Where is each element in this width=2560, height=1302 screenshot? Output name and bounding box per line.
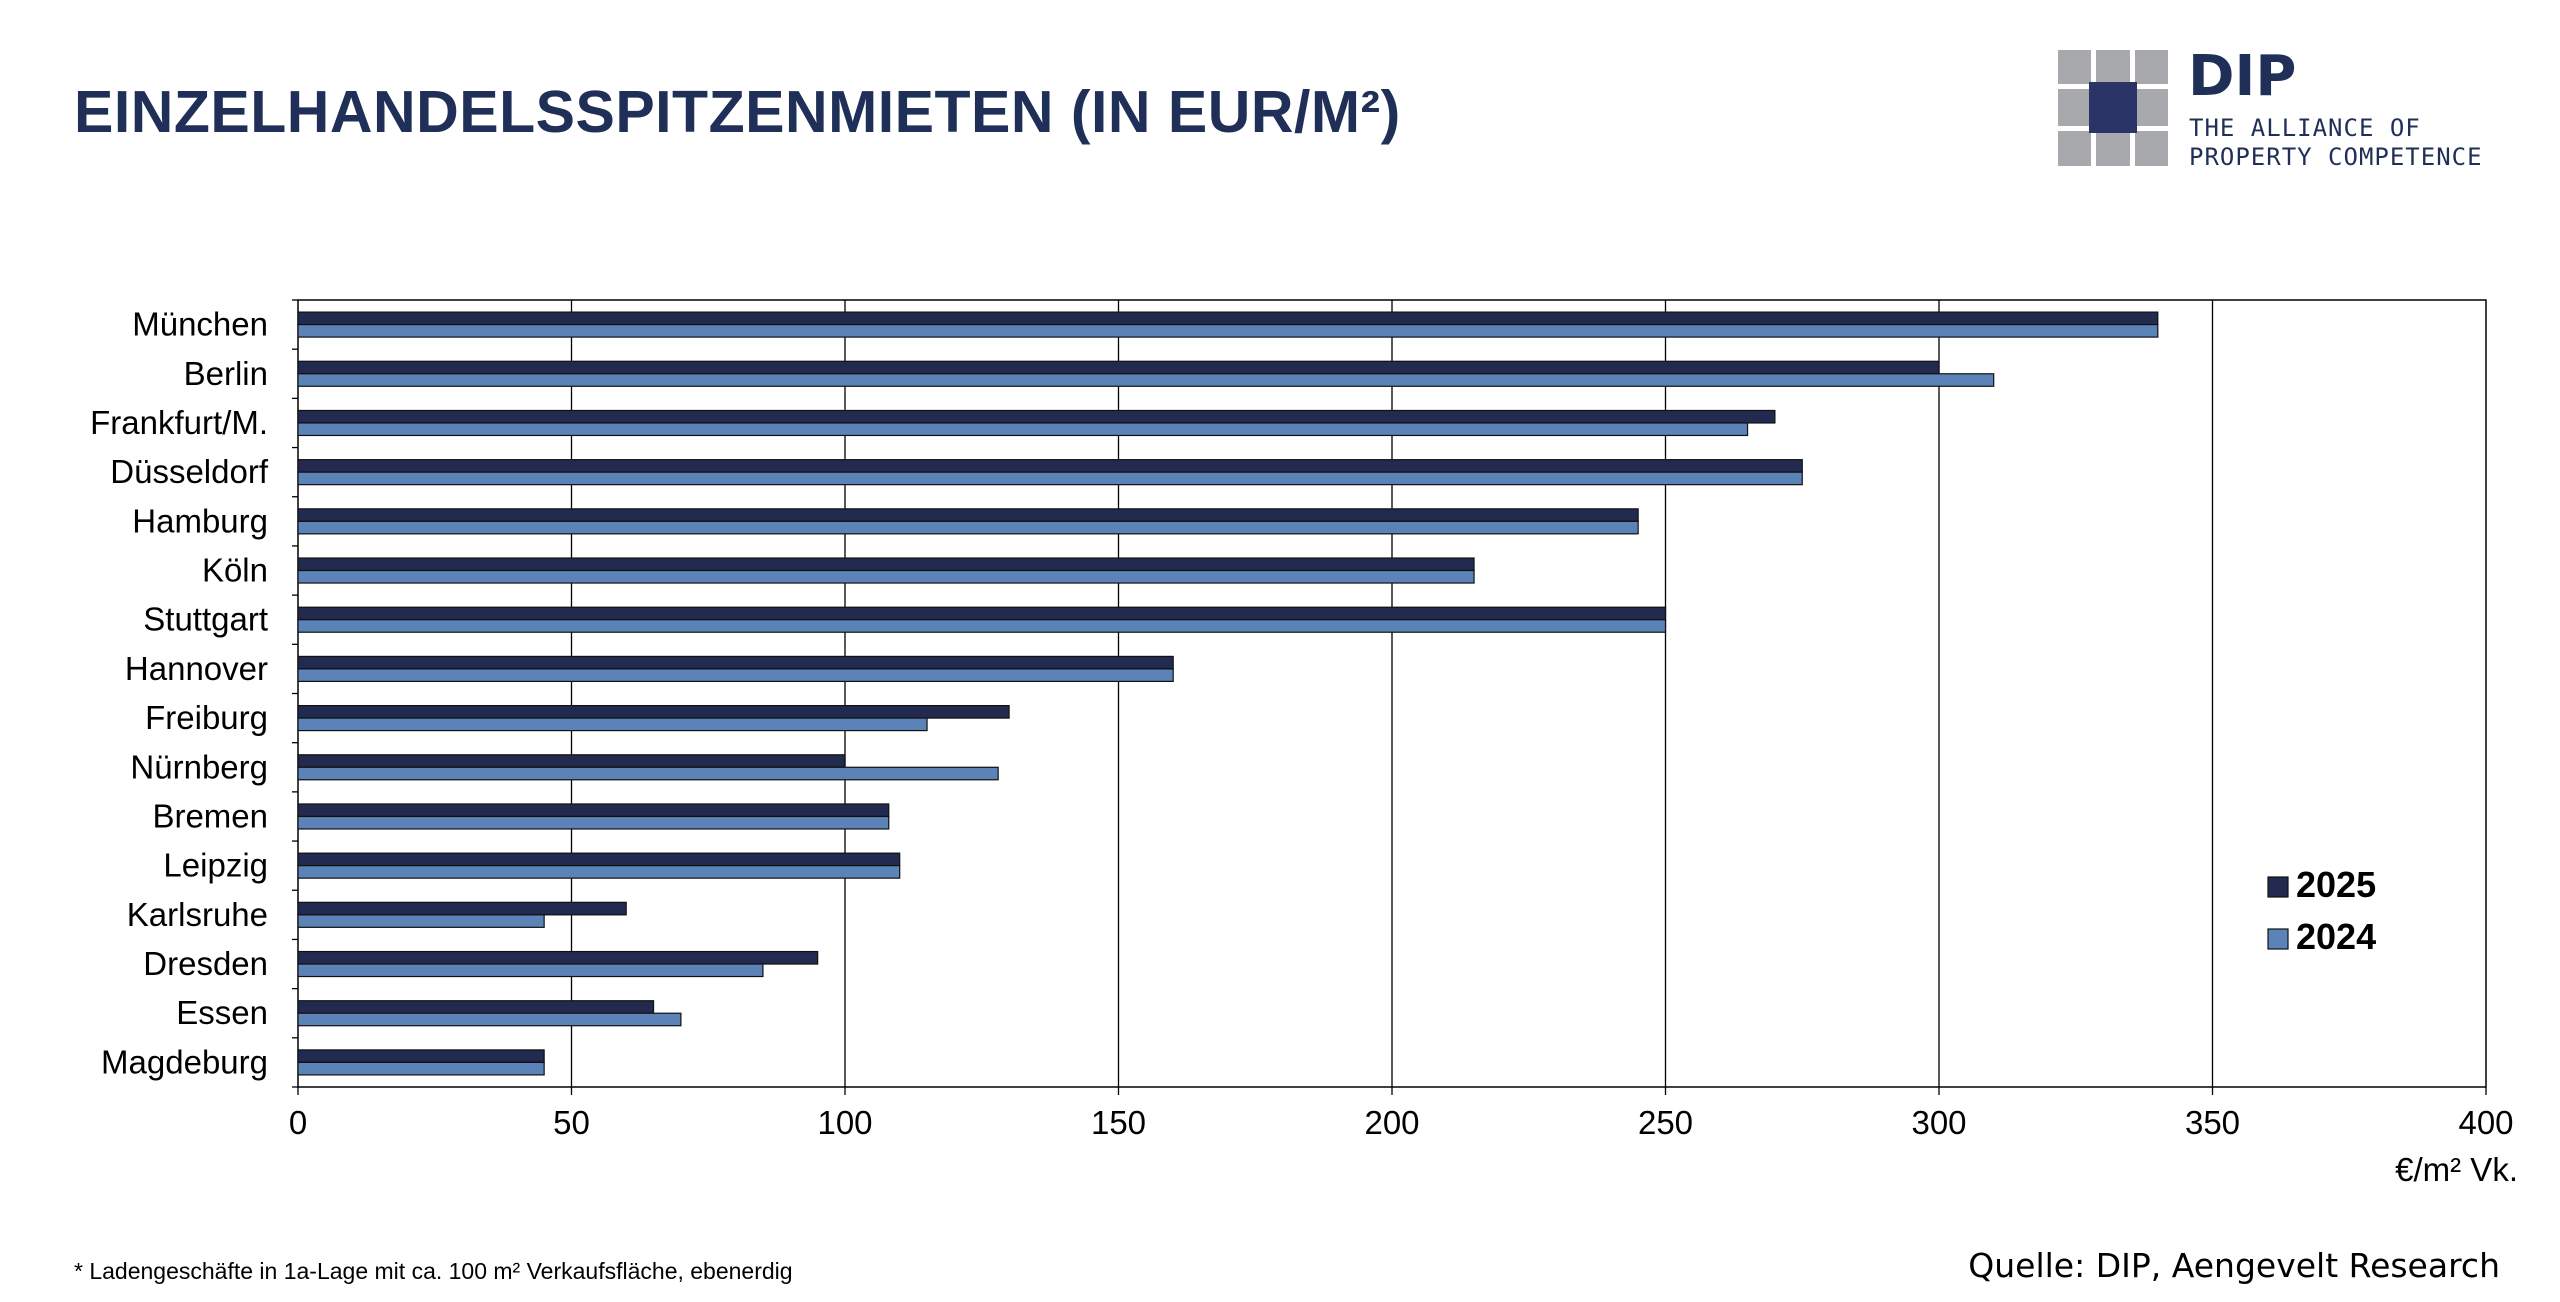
category-label: Köln [202,552,268,589]
bar-2025 [297,508,1639,522]
category-label: Essen [176,994,268,1031]
bar-2024 [297,373,1995,387]
footnote: * Ladengeschäfte in 1a-Lage mit ca. 100 … [74,1258,793,1284]
logo-tagline-1: THE ALLIANCE OF [2189,114,2421,142]
x-tick-label: 350 [2185,1104,2240,1141]
category-label: Dresden [143,945,268,982]
legend-swatch-2024 [2267,928,2289,950]
bar-2024 [297,815,890,830]
x-tick-label: 300 [1911,1104,1966,1141]
legend-swatch-2025 [2267,876,2289,898]
dip-logo: DIP THE ALLIANCE OF PROPERTY COMPETENCE [2058,44,2518,171]
bar-2024 [297,422,1749,437]
bar-2025 [297,704,1010,719]
logo-tagline-2: PROPERTY COMPETENCE [2189,143,2483,171]
category-label: Frankfurt/M. [90,404,268,441]
bar-2024 [297,668,1174,683]
bar-2025 [297,360,1940,375]
bar-2025 [297,311,2159,326]
bar-2024 [297,914,545,928]
logo-name: DIP [2188,44,2297,109]
bar-2024 [297,323,2159,338]
bar-2024 [297,471,1803,486]
category-label: Nürnberg [130,748,268,785]
category-label: Magdeburg [101,1043,268,1080]
bar-2025 [297,557,1475,572]
category-label: Bremen [152,797,268,834]
category-label: Berlin [184,355,268,392]
x-tick-label: 250 [1638,1104,1693,1141]
bar-2025 [297,1000,655,1014]
category-label: Hamburg [132,502,268,539]
category-label: Hannover [125,650,268,687]
bar-2024 [297,865,901,879]
category-label: Düsseldorf [110,453,269,490]
x-tick-label: 50 [553,1104,590,1141]
category-label: Stuttgart [143,601,268,638]
bar-2024 [297,619,1667,633]
bar-2025 [297,459,1803,473]
x-axis-label: €/m² Vk. [2395,1151,2518,1188]
bar-2025 [297,655,1174,670]
bar-2025 [297,1049,545,1064]
x-tick-label: 400 [2458,1104,2513,1141]
category-label: Freiburg [145,699,268,736]
bar-2024 [297,1061,545,1076]
bar-2024 [297,520,1639,535]
bar-2025 [297,901,627,916]
x-tick-label: 200 [1364,1104,1419,1141]
bar-2025 [297,409,1776,424]
category-label: Karlsruhe [127,896,268,933]
bar-2025 [297,852,901,867]
legend-label-2025: 2025 [2296,864,2376,905]
bar-2024 [297,717,928,732]
bar-2024 [297,569,1475,584]
bar-2024 [297,1012,682,1027]
page-title: EINZELHANDELSSPITZENMIETEN (IN EUR/M²) [74,79,1401,145]
bar-2024 [297,766,999,781]
bar-2025 [297,606,1667,621]
x-tick-label: 100 [817,1104,872,1141]
bar-2025 [297,950,819,965]
x-tick-label: 0 [289,1104,307,1141]
category-label: Leipzig [163,847,268,884]
dip-logo-mark-icon [2058,50,2168,166]
category-label: München [132,306,268,343]
legend-label-2024: 2024 [2296,916,2376,957]
bar-2025 [297,754,846,768]
bar-2024 [297,963,764,978]
bar-chart: München Berlin Frankfurt/M. Düsseldorf Hambu… [90,299,2518,1188]
x-tick-label: 150 [1091,1104,1146,1141]
source-note: Quelle: DIP, Aengevelt Research [1968,1246,2500,1285]
bar-2025 [297,803,890,818]
